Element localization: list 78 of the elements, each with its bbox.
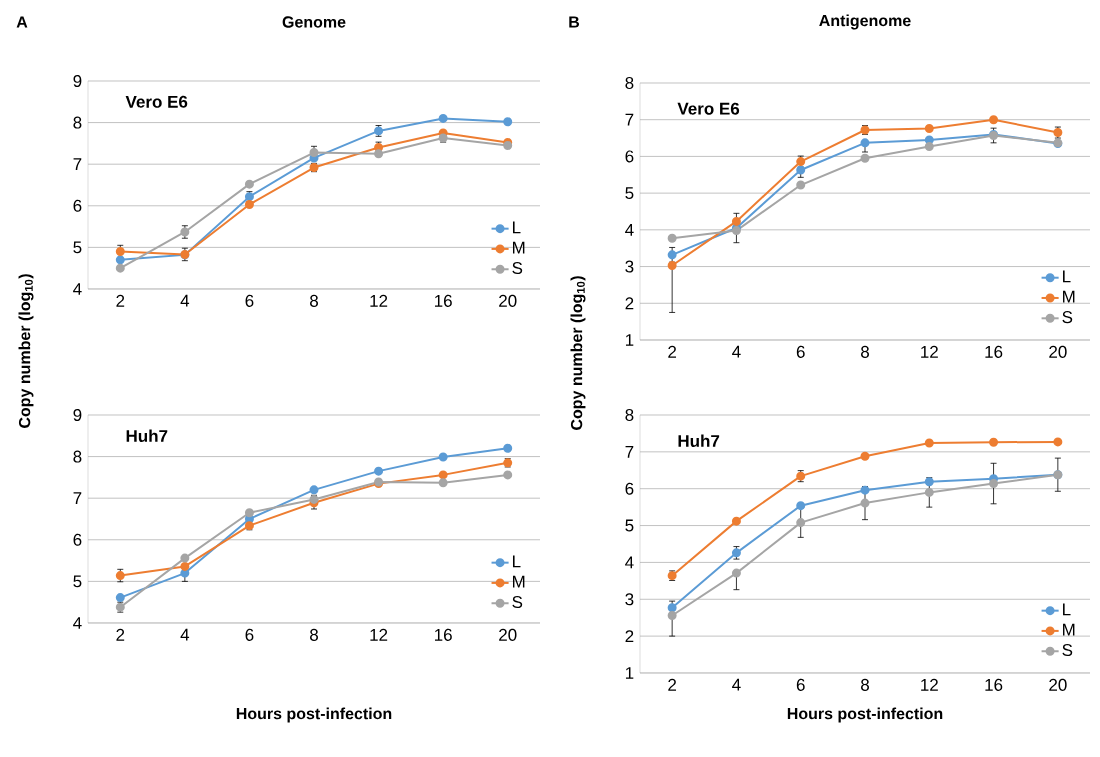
x-tick-label: 4: [732, 678, 741, 691]
x-tick-label: 4: [180, 628, 190, 641]
x-tick-label: 16: [985, 678, 1003, 691]
y-tick-label: 1: [625, 667, 634, 679]
y-tick-label: 7: [73, 492, 82, 505]
x-tick-label: 6: [245, 294, 254, 307]
x-tick-label: 2: [668, 678, 677, 691]
text: Vero E6: [125, 95, 188, 108]
x-tick-label: 6: [245, 628, 254, 641]
x-tick-label: 2: [668, 345, 677, 358]
y-tick-label: 6: [73, 199, 82, 212]
legend-label: S: [1062, 644, 1073, 657]
x-tick-label: 20: [499, 294, 517, 307]
y-tick-label: 6: [625, 150, 634, 163]
legend-label: S: [512, 262, 523, 275]
y-axis-title: Copy number (log$_{10}$): [570, 276, 586, 430]
legend-label: M: [1063, 623, 1075, 636]
x-tick-label: 8: [861, 345, 869, 358]
x-tick-label: 4: [180, 294, 190, 307]
y-axis-title: Copy number (log$_{10}$): [18, 274, 34, 428]
legend-label: L: [1063, 270, 1071, 283]
y-tick-label: 5: [625, 519, 634, 532]
x-tick-label: 6: [796, 345, 805, 358]
y-tick-label: 4: [73, 283, 82, 295]
x-tick-label: 20: [1049, 678, 1067, 691]
x-tick-label: 12: [370, 294, 388, 307]
x-axis-title: Hours post-infection: [787, 707, 943, 723]
legend-label: L: [513, 221, 521, 234]
y-tick-label: 9: [73, 408, 82, 422]
y-tick-label: 6: [625, 482, 634, 495]
y-tick-label: 9: [73, 74, 82, 88]
x-tick-label: 12: [921, 678, 938, 691]
y-tick-label: 1: [625, 334, 634, 346]
chart-title: Antigenome: [819, 14, 911, 30]
legend-label: M: [513, 575, 525, 588]
x-tick-label: 8: [310, 294, 318, 307]
text: Vero E6: [677, 102, 740, 115]
y-tick-label: 8: [625, 408, 634, 422]
x-tick-label: 6: [796, 678, 805, 691]
legend-label: M: [513, 241, 525, 254]
y-tick-label: 4: [625, 556, 634, 569]
x-tick-label: 12: [370, 628, 388, 641]
y-tick-label: 4: [73, 617, 82, 629]
y-tick-label: 6: [73, 533, 82, 546]
legend-label: L: [513, 555, 521, 568]
legend-label: S: [512, 596, 523, 609]
x-tick-label: 2: [116, 628, 125, 641]
legend-label: L: [1063, 603, 1071, 616]
y-tick-label: 8: [625, 76, 634, 90]
x-tick-label: 4: [732, 345, 741, 358]
x-tick-label: 20: [1049, 345, 1067, 358]
text: Huh7: [126, 429, 168, 443]
x-tick-label: 16: [985, 345, 1003, 358]
y-tick-label: 4: [625, 223, 634, 236]
y-tick-label: 7: [625, 445, 634, 458]
y-tick-label: 3: [625, 260, 634, 273]
legend-label: S: [1062, 311, 1073, 324]
x-tick-label: 8: [310, 628, 318, 641]
x-tick-label: 16: [434, 628, 452, 641]
y-tick-label: 3: [625, 593, 634, 606]
y-tick-label: 8: [73, 450, 82, 463]
x-tick-label: 12: [921, 345, 938, 358]
chart-title: Genome: [282, 16, 346, 28]
y-tick-label: 8: [73, 116, 82, 129]
y-tick-label: 7: [73, 158, 82, 171]
y-tick-label: 7: [625, 113, 634, 126]
y-tick-label: 5: [73, 575, 82, 588]
x-tick-label: 16: [434, 294, 452, 307]
x-tick-label: 2: [116, 294, 125, 307]
text: A: [16, 16, 28, 28]
x-tick-label: 8: [861, 678, 869, 691]
x-tick-label: 20: [499, 628, 517, 641]
y-tick-label: 5: [625, 187, 634, 200]
y-tick-label: 5: [73, 241, 82, 254]
text: Huh7: [678, 434, 720, 448]
text: B: [569, 16, 580, 28]
legend-label: M: [1063, 290, 1075, 303]
x-axis-title: Hours post-infection: [236, 707, 392, 723]
